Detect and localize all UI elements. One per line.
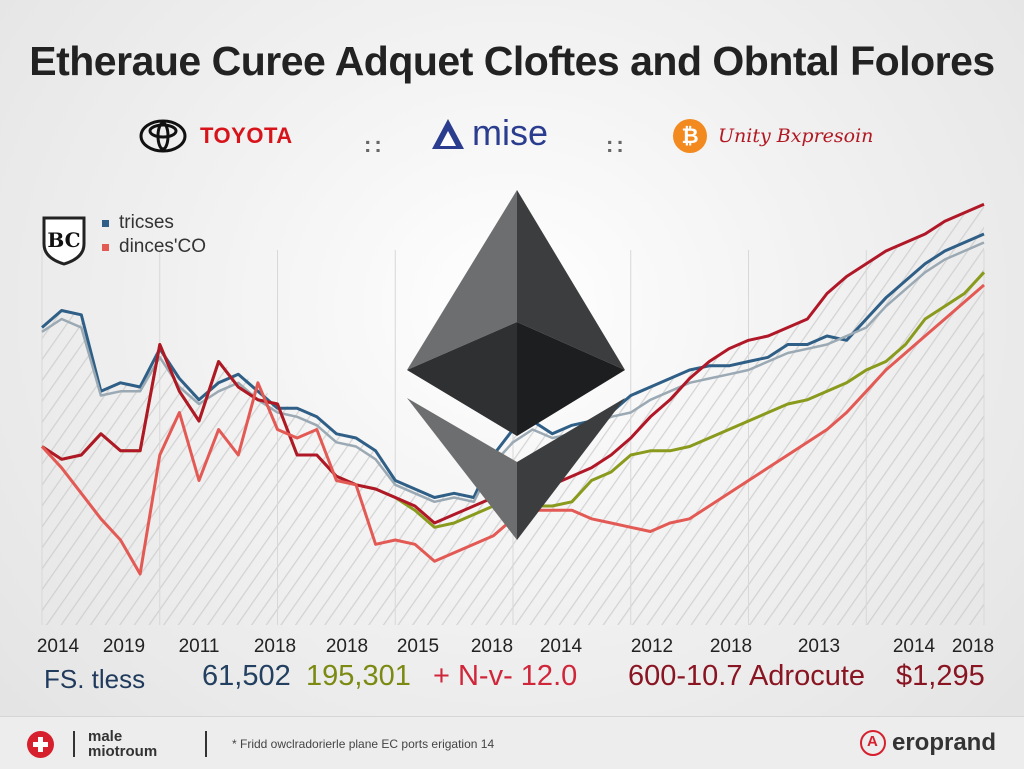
- x-tick-label: 2013: [797, 636, 841, 657]
- bitcoin-brand: ₿ Unity Bxpresoin: [672, 118, 873, 154]
- footer-brand: male miotroum: [88, 729, 157, 759]
- legend-item: dinces'CO: [102, 236, 206, 258]
- stat-value: 195,301: [306, 660, 411, 692]
- bitcoin-coin-icon: ₿: [673, 119, 707, 153]
- stat-value: $1,295: [896, 660, 985, 692]
- footer-bar: male miotroum * Fridd owclradorierle pla…: [0, 716, 1024, 769]
- brand-separator: ::: [606, 132, 627, 157]
- legend-item: tricses: [102, 212, 174, 234]
- ethereum-icon: [407, 190, 625, 540]
- stat-value: 61,502: [202, 660, 291, 692]
- x-tick-label: 2014: [892, 636, 936, 657]
- legend-swatch: [102, 243, 109, 251]
- legend-swatch: [102, 219, 109, 227]
- footer-right-wordmark: eroprand: [891, 729, 996, 756]
- brand-separator: ::: [364, 132, 385, 157]
- x-tick-label: 2019: [102, 636, 146, 657]
- brand-logo-row: TOYOTA :: mise :: ₿ Unity Bxpresoin: [0, 112, 1024, 162]
- x-tick-label: 2018: [951, 636, 995, 657]
- x-tick-label: 2011: [178, 636, 220, 657]
- legend-label: dinces'CO: [119, 236, 207, 257]
- x-tick-label: 2014: [539, 636, 583, 657]
- x-tick-label: 2018: [325, 636, 369, 657]
- triangle-logo-icon: [432, 119, 464, 149]
- medical-cross-icon: [27, 731, 54, 758]
- footer-divider: [73, 731, 75, 757]
- mise-wordmark: mise: [472, 112, 549, 153]
- toyota-emblem-icon: [139, 119, 187, 153]
- x-tick-label: 2018: [470, 636, 514, 657]
- stat-value: + N-v- 12.0: [433, 660, 578, 692]
- shield-badge-icon: BC: [42, 216, 86, 266]
- toyota-brand: TOYOTA: [138, 118, 293, 154]
- legend-label: tricses: [119, 212, 174, 233]
- x-tick-label: 2014: [36, 636, 80, 657]
- toyota-wordmark: TOYOTA: [200, 123, 293, 148]
- x-tick-label: 2015: [396, 636, 440, 657]
- stats-row: FS. tless 61,502 195,301 + N-v- 12.0 600…: [0, 660, 1024, 700]
- series-line-1: [41, 241, 985, 504]
- chart-title: Etheraue Curee Adquet Cloftes and Obntal…: [29, 38, 995, 84]
- a-circle-logo-icon: [859, 730, 886, 756]
- footer-right-brand: eroprand: [859, 729, 996, 757]
- stat-value: 600-10.7 Adrocute: [628, 660, 866, 692]
- x-tick-label: 2018: [709, 636, 753, 657]
- x-tick-label: 2018: [253, 636, 297, 657]
- x-tick-label: 2012: [630, 636, 674, 657]
- footer-note: * Fridd owclradorierle plane EC ports er…: [232, 737, 495, 751]
- footer-divider: [205, 731, 207, 757]
- footer-brand-line: male: [88, 728, 123, 745]
- footer-brand-line: miotroum: [88, 743, 158, 760]
- svg-text:BC: BC: [47, 228, 80, 252]
- stat-label: FS. tless: [44, 664, 146, 694]
- mise-brand: mise: [428, 112, 548, 154]
- svg-text:₿: ₿: [681, 124, 698, 148]
- bitcoin-tagline: Unity Bxpresoin: [718, 125, 874, 147]
